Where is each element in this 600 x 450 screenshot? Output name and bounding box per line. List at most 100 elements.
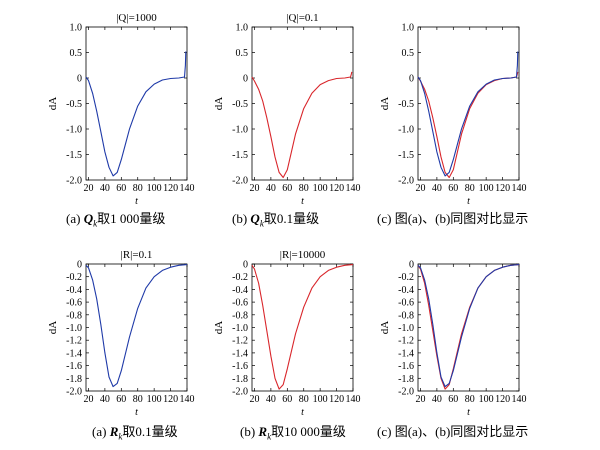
x-axis-label: t — [467, 407, 470, 418]
chart-title: |Q|=0.1 — [286, 12, 318, 24]
y-tick-label: -1.0 — [232, 125, 248, 136]
y-axis-label: dA — [213, 97, 225, 111]
y-tick-label: -0.8 — [66, 310, 82, 321]
x-tick-label: 120 — [329, 394, 344, 405]
x-tick-label: 60 — [282, 183, 292, 194]
x-tick-label: 20 — [415, 394, 425, 405]
x-tick-label: 120 — [163, 183, 178, 194]
y-tick-label: -1.4 — [66, 348, 82, 359]
series-line-red — [251, 264, 354, 390]
y-tick-label: -1.2 — [66, 336, 82, 347]
x-tick-label: 20 — [249, 183, 259, 194]
y-tick-label: -0.4 — [66, 285, 82, 296]
x-tick-label: 120 — [163, 394, 178, 405]
x-tick-label: 100 — [479, 183, 494, 194]
chart-panel-3: dA t 20 40 60 80 100 120 140 1.0 0.5 0 -0.5 -1.0 -1.5 -… — [379, 23, 527, 208]
x-tick-label: 100 — [147, 394, 162, 405]
x-tick-label: 100 — [147, 183, 162, 194]
y-tick-label: -0.2 — [398, 272, 414, 283]
plot-frame — [251, 26, 354, 181]
y-tick-label: -1.4 — [398, 348, 414, 359]
y-tick-label: -0.8 — [232, 310, 248, 321]
y-tick-label: -0.8 — [398, 310, 414, 321]
x-tick-label: 140 — [512, 183, 527, 194]
x-tick-label: 40 — [266, 183, 276, 194]
x-tick-label: 100 — [479, 394, 494, 405]
y-tick-label: -2.0 — [66, 176, 82, 187]
y-tick-label: -1.2 — [232, 336, 248, 347]
x-axis-label: t — [301, 196, 304, 207]
x-tick-label: 120 — [495, 183, 510, 194]
y-tick-label: -1.0 — [66, 125, 82, 136]
x-tick-label: 140 — [346, 183, 361, 194]
y-tick-label: -0.5 — [398, 99, 414, 110]
plot-frame — [417, 26, 520, 181]
y-tick-label: -0.6 — [398, 298, 414, 309]
y-tick-label: -1.6 — [398, 361, 414, 372]
y-axis-label: dA — [379, 97, 391, 111]
x-tick-label: 100 — [313, 394, 328, 405]
y-tick-label: -1.8 — [398, 374, 414, 385]
x-tick-label: 100 — [313, 183, 328, 194]
y-tick-label: 0 — [243, 260, 248, 271]
y-axis-label: dA — [47, 321, 59, 335]
x-axis-label: t — [135, 407, 138, 418]
chart-panel-4: |R|=0.1 dA t 20 40 60 80 100 120 140 0-0.2 -0.4 -0.6… — [47, 249, 195, 418]
x-tick-label: 80 — [299, 183, 309, 194]
x-tick-label: 140 — [180, 394, 195, 405]
caption-r-a: (a) Rk取0.1量级 — [92, 424, 178, 442]
y-tick-label: -2.0 — [66, 387, 82, 398]
y-tick-label: -2.0 — [398, 387, 414, 398]
y-tick-label: -1.4 — [232, 348, 248, 359]
y-tick-label: -1.0 — [232, 323, 248, 334]
series-line-blue — [417, 264, 520, 388]
y-tick-label: 0.5 — [236, 48, 249, 59]
caption-r-c: (c) 图(a)、(b)同图对比显示 — [377, 424, 529, 439]
x-tick-label: 80 — [299, 394, 309, 405]
y-tick-label: -1.8 — [232, 374, 248, 385]
y-axis-label: dA — [47, 97, 59, 111]
x-tick-label: 20 — [415, 183, 425, 194]
y-tick-label: -0.5 — [66, 99, 82, 110]
x-tick-label: 20 — [83, 183, 93, 194]
y-tick-label: -1.0 — [66, 323, 82, 334]
series-line-blue — [417, 51, 519, 177]
series-line-red — [251, 71, 353, 179]
x-tick-label: 60 — [448, 394, 458, 405]
x-tick-label: 40 — [100, 394, 110, 405]
y-tick-label: -2.0 — [232, 387, 248, 398]
x-tick-label: 140 — [512, 394, 527, 405]
chart-panel-1: |Q|=1000 dA t 20 40 60 80 100 120 140 1.0 0.5 0 -0.5 -… — [47, 12, 195, 207]
chart-title: |R|=10000 — [280, 249, 326, 261]
chart-panel-6: dA t 20 40 60 80 100 120 140 0-0.2 -0.4 -0.6-0.8 -1.… — [379, 260, 527, 419]
x-tick-label: 60 — [282, 394, 292, 405]
x-axis-label: t — [135, 196, 138, 207]
y-tick-label: -0.4 — [232, 285, 248, 296]
x-tick-label: 40 — [432, 394, 442, 405]
y-tick-label: 0.5 — [402, 48, 415, 59]
y-tick-label: 1.0 — [236, 23, 249, 34]
x-tick-label: 60 — [116, 183, 126, 194]
y-tick-label: -0.2 — [66, 272, 82, 283]
y-tick-label: -1.5 — [66, 150, 82, 161]
series-line-red — [417, 71, 519, 179]
series-line-blue — [85, 51, 187, 177]
chart-title: |Q|=1000 — [116, 12, 157, 24]
y-tick-label: 0 — [409, 260, 414, 271]
y-tick-label: -0.4 — [398, 285, 414, 296]
y-axis-label: dA — [213, 321, 225, 335]
y-tick-label: 0 — [409, 74, 414, 85]
x-axis-label: t — [301, 407, 304, 418]
caption-q-b: (b) Qk取0.1量级 — [232, 211, 320, 229]
x-tick-label: 80 — [465, 394, 475, 405]
y-tick-label: 1.0 — [402, 23, 415, 34]
y-axis-label: dA — [379, 321, 391, 335]
chart-panel-2: |Q|=0.1 dA t 20 40 60 80 100 120 140 1.0 0.5 0 -0.5 -1… — [213, 12, 361, 207]
y-tick-label: -1.5 — [232, 150, 248, 161]
x-tick-label: 60 — [448, 183, 458, 194]
x-tick-label: 40 — [100, 183, 110, 194]
y-tick-label: 0 — [77, 74, 82, 85]
y-tick-label: -1.6 — [232, 361, 248, 372]
